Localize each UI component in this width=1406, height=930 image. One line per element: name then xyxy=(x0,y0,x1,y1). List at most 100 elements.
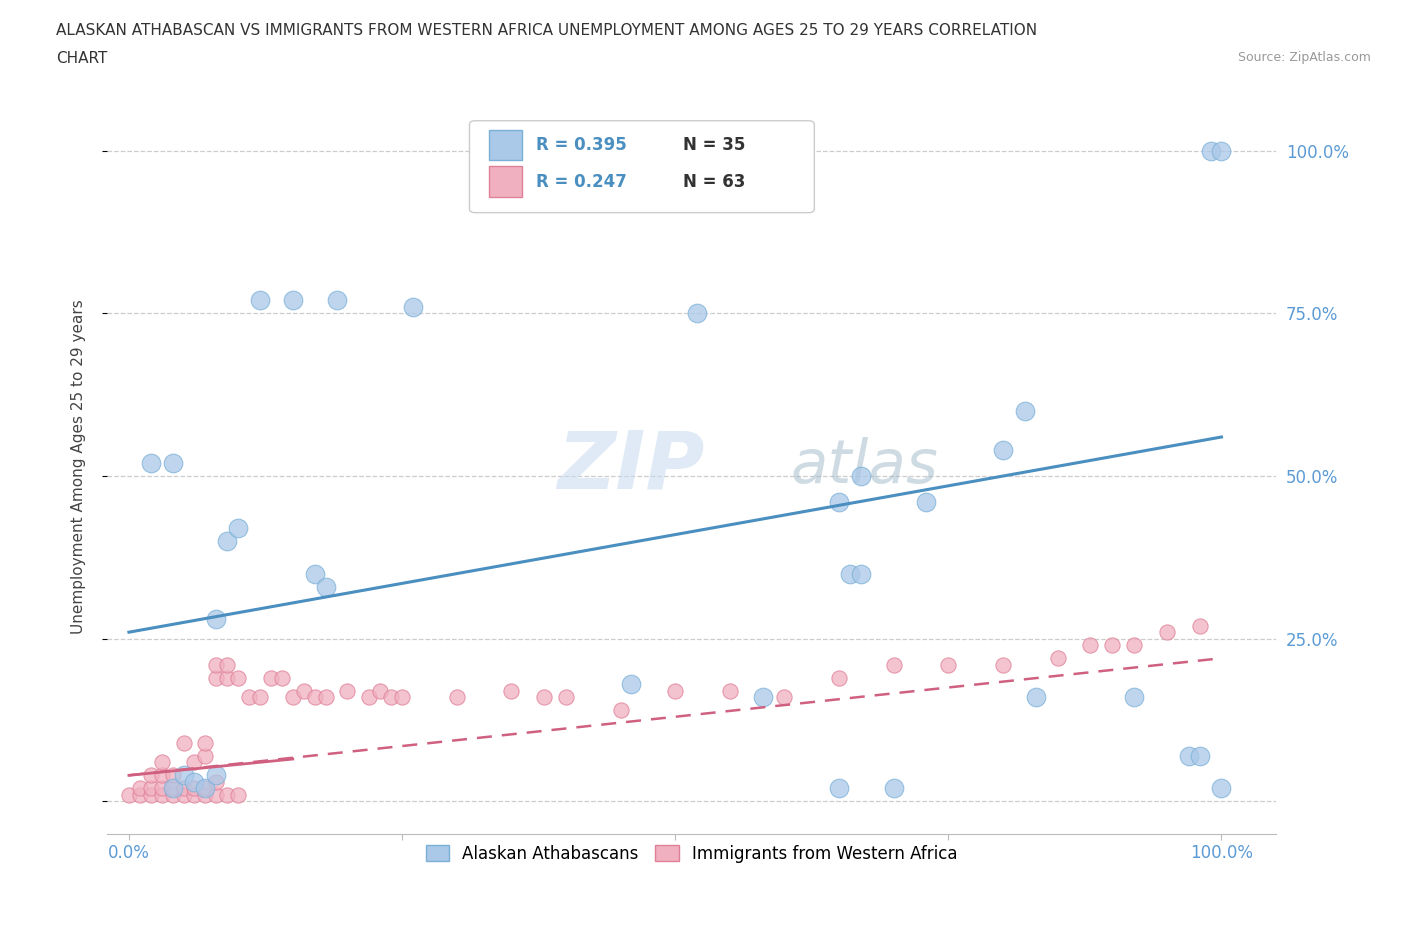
Point xyxy=(359,690,381,705)
Point xyxy=(446,690,468,705)
Point xyxy=(1211,143,1233,158)
Text: Source: ZipAtlas.com: Source: ZipAtlas.com xyxy=(1237,51,1371,64)
Point xyxy=(194,781,217,796)
Point xyxy=(183,788,205,803)
Point xyxy=(915,495,938,510)
Point xyxy=(991,443,1014,458)
Point xyxy=(1199,143,1222,158)
Point xyxy=(260,671,283,685)
Point xyxy=(828,495,851,510)
Point xyxy=(380,690,402,705)
Text: atlas: atlas xyxy=(792,437,939,496)
Point xyxy=(1123,690,1146,705)
Point xyxy=(368,684,391,698)
Legend: Alaskan Athabascans, Immigrants from Western Africa: Alaskan Athabascans, Immigrants from Wes… xyxy=(419,838,965,870)
Point xyxy=(150,768,173,783)
Text: CHART: CHART xyxy=(56,51,108,66)
Point xyxy=(1188,749,1211,764)
Point xyxy=(183,781,205,796)
Point xyxy=(139,768,162,783)
Point xyxy=(183,755,205,770)
Point xyxy=(150,781,173,796)
Point xyxy=(139,781,162,796)
Point xyxy=(226,671,249,685)
Point xyxy=(194,788,217,803)
Point xyxy=(217,658,239,672)
Point xyxy=(281,293,304,308)
Point xyxy=(304,566,326,581)
Point xyxy=(1188,618,1211,633)
Point xyxy=(118,788,141,803)
Point xyxy=(501,684,523,698)
Text: R = 0.247: R = 0.247 xyxy=(536,173,627,191)
Point xyxy=(883,658,905,672)
Point xyxy=(555,690,578,705)
Point xyxy=(226,788,249,803)
Point xyxy=(828,671,851,685)
Point xyxy=(609,703,631,718)
Point xyxy=(173,781,195,796)
Point xyxy=(150,755,173,770)
Point xyxy=(991,658,1014,672)
Point xyxy=(686,306,709,321)
Point xyxy=(205,775,228,790)
Point xyxy=(162,781,184,796)
Point xyxy=(194,736,217,751)
Point xyxy=(325,293,347,308)
Point xyxy=(1156,625,1178,640)
Point xyxy=(1080,638,1102,653)
Point xyxy=(1123,638,1146,653)
Point xyxy=(1046,651,1069,666)
Point xyxy=(162,788,184,803)
Point xyxy=(162,768,184,783)
Text: ALASKAN ATHABASCAN VS IMMIGRANTS FROM WESTERN AFRICA UNEMPLOYMENT AMONG AGES 25 : ALASKAN ATHABASCAN VS IMMIGRANTS FROM WE… xyxy=(56,23,1038,38)
Point xyxy=(205,768,228,783)
Point xyxy=(304,690,326,705)
Point xyxy=(664,684,686,698)
Point xyxy=(162,781,184,796)
Point xyxy=(391,690,413,705)
Point xyxy=(1101,638,1123,653)
Point xyxy=(205,612,228,627)
Point xyxy=(128,788,150,803)
Point xyxy=(773,690,796,705)
Text: ZIP: ZIP xyxy=(557,427,704,505)
Point xyxy=(751,690,773,705)
Point xyxy=(217,534,239,549)
Point xyxy=(173,788,195,803)
Point xyxy=(173,768,195,783)
Point xyxy=(226,521,249,536)
Point xyxy=(249,293,271,308)
Point xyxy=(194,749,217,764)
Point xyxy=(205,788,228,803)
Point xyxy=(249,690,271,705)
Point xyxy=(620,677,643,692)
Point xyxy=(315,690,337,705)
Point xyxy=(315,579,337,594)
Point xyxy=(205,658,228,672)
Point xyxy=(718,684,741,698)
Point xyxy=(162,456,184,471)
Bar xyxy=(489,166,522,197)
Point xyxy=(1211,781,1233,796)
FancyBboxPatch shape xyxy=(470,121,814,213)
Point xyxy=(139,788,162,803)
Point xyxy=(270,671,292,685)
Point xyxy=(849,469,872,484)
Point xyxy=(1025,690,1047,705)
Text: N = 63: N = 63 xyxy=(683,173,745,191)
Point xyxy=(173,736,195,751)
Point xyxy=(336,684,359,698)
Point xyxy=(533,690,555,705)
Point xyxy=(128,781,150,796)
Y-axis label: Unemployment Among Ages 25 to 29 years: Unemployment Among Ages 25 to 29 years xyxy=(72,299,86,633)
Point xyxy=(1014,404,1036,418)
Point xyxy=(281,690,304,705)
Point xyxy=(883,781,905,796)
Text: N = 35: N = 35 xyxy=(683,136,745,154)
Point xyxy=(936,658,959,672)
Point xyxy=(217,788,239,803)
Point xyxy=(292,684,315,698)
Point xyxy=(402,299,425,314)
Point xyxy=(194,781,217,796)
